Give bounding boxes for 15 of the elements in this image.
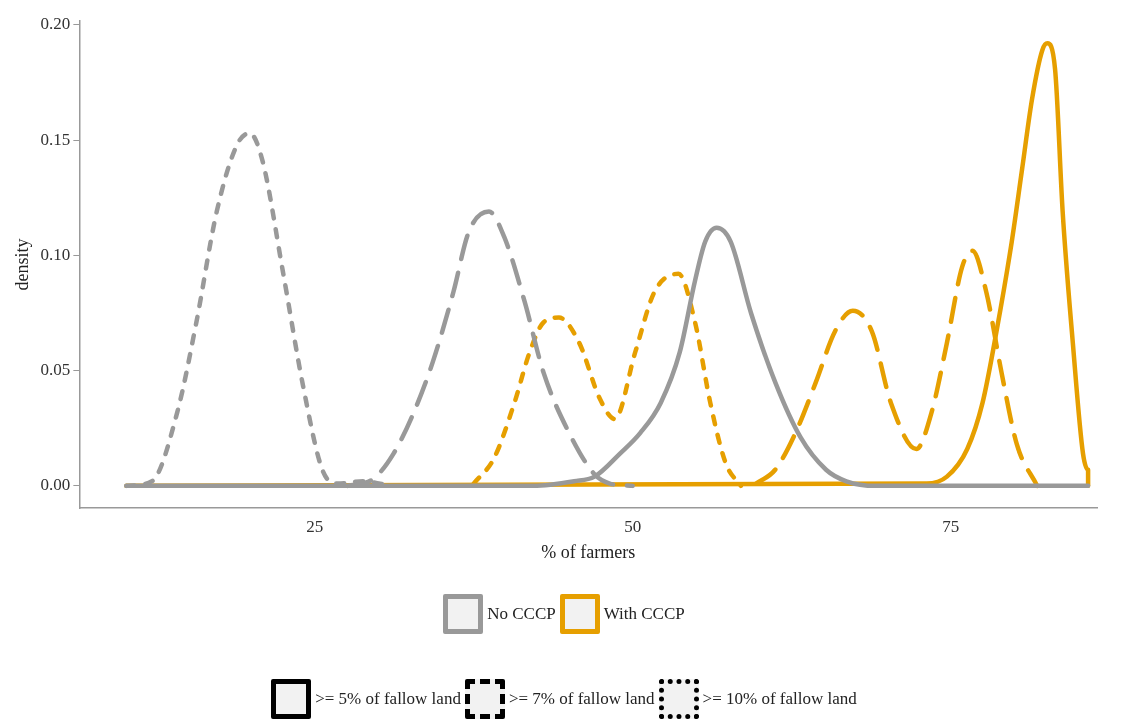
y-tick-label: 0.00 — [40, 475, 71, 495]
text: With CCCP — [603, 604, 685, 624]
y-tick-label: 0.15 — [40, 129, 71, 149]
x-tick-label: 75 — [942, 516, 960, 536]
y-axis-title: density — [11, 238, 32, 291]
x-tick-label: 50 — [624, 516, 642, 536]
x-axis-title: % of farmers — [541, 541, 636, 562]
y-tick-label: 0.05 — [40, 360, 71, 380]
y-tick-label: 0.10 — [40, 244, 71, 264]
text: >= 5% of fallow land — [315, 689, 461, 709]
x-tick-label: 25 — [306, 516, 324, 536]
y-tick-label: 0.20 — [40, 14, 71, 34]
text: >= 10% of fallow land — [702, 689, 857, 709]
text: >= 7% of fallow land — [508, 689, 655, 709]
text: No CCCP — [487, 604, 556, 624]
